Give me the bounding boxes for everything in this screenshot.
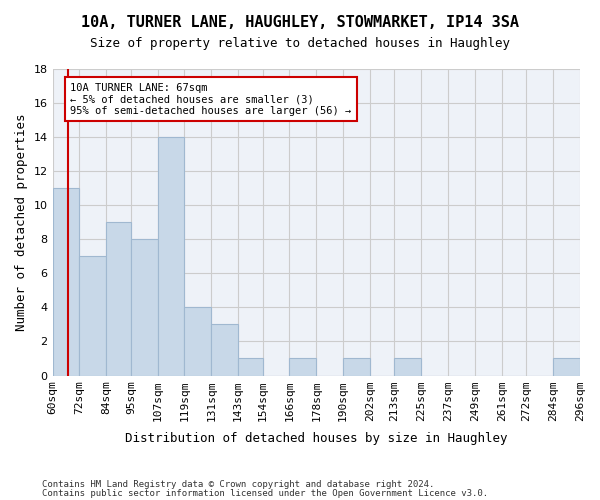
Text: Contains public sector information licensed under the Open Government Licence v3: Contains public sector information licen… — [42, 489, 488, 498]
Bar — [79, 256, 106, 376]
Y-axis label: Number of detached properties: Number of detached properties — [15, 114, 28, 331]
Bar — [238, 358, 263, 376]
Text: Size of property relative to detached houses in Haughley: Size of property relative to detached ho… — [90, 38, 510, 51]
Bar — [289, 358, 316, 376]
Bar — [211, 324, 238, 376]
Bar — [553, 358, 580, 376]
Bar — [343, 358, 370, 376]
Bar — [394, 358, 421, 376]
Bar — [184, 308, 211, 376]
Bar — [158, 137, 184, 376]
Text: Contains HM Land Registry data © Crown copyright and database right 2024.: Contains HM Land Registry data © Crown c… — [42, 480, 434, 489]
X-axis label: Distribution of detached houses by size in Haughley: Distribution of detached houses by size … — [125, 432, 508, 445]
Text: 10A, TURNER LANE, HAUGHLEY, STOWMARKET, IP14 3SA: 10A, TURNER LANE, HAUGHLEY, STOWMARKET, … — [81, 15, 519, 30]
Text: 10A TURNER LANE: 67sqm
← 5% of detached houses are smaller (3)
95% of semi-detac: 10A TURNER LANE: 67sqm ← 5% of detached … — [70, 82, 352, 116]
Bar — [106, 222, 131, 376]
Bar — [53, 188, 79, 376]
Bar — [131, 240, 158, 376]
